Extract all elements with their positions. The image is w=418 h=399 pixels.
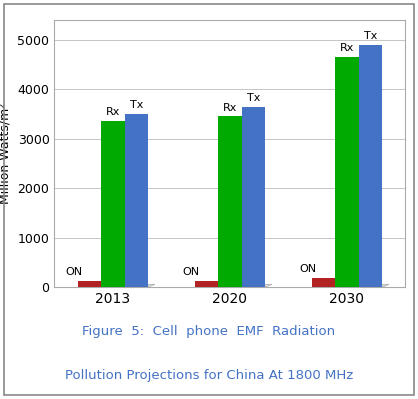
Bar — [125, 114, 148, 287]
Bar — [78, 281, 101, 287]
Bar — [101, 121, 125, 287]
Text: Tx: Tx — [130, 100, 143, 110]
Text: Tx: Tx — [247, 93, 260, 103]
Text: Rx: Rx — [106, 107, 120, 117]
Y-axis label: Million Watts/m²: Million Watts/m² — [0, 103, 12, 204]
Text: ON: ON — [65, 267, 82, 277]
Text: Figure  5:  Cell  phone  EMF  Radiation: Figure 5: Cell phone EMF Radiation — [82, 325, 336, 338]
Bar — [218, 117, 242, 287]
Polygon shape — [195, 284, 272, 287]
Text: ON: ON — [182, 267, 199, 277]
Text: ON: ON — [299, 265, 316, 275]
Bar — [335, 57, 359, 287]
Text: Pollution Projections for China At 1800 MHz: Pollution Projections for China At 1800 … — [65, 369, 353, 382]
Polygon shape — [78, 284, 155, 287]
Text: Rx: Rx — [340, 43, 354, 53]
Bar — [359, 45, 382, 287]
Bar — [242, 107, 265, 287]
Bar — [195, 281, 218, 287]
Bar — [312, 279, 335, 287]
Text: Rx: Rx — [223, 103, 237, 113]
Polygon shape — [312, 284, 389, 287]
Text: Tx: Tx — [364, 31, 377, 41]
